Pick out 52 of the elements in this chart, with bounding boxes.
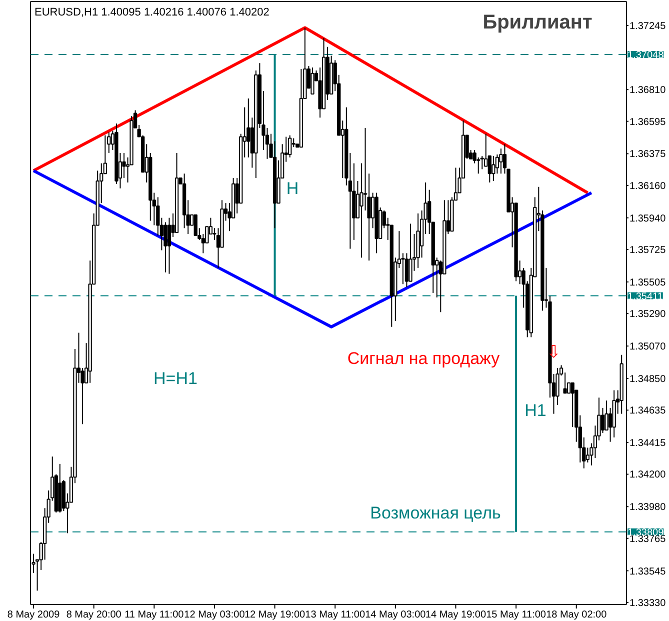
candlestick	[164, 222, 168, 273]
y-tick-label: 1.34200	[630, 470, 666, 481]
candlestick	[499, 148, 503, 174]
candlestick	[288, 134, 292, 158]
y-tick-label: 1.34850	[630, 374, 666, 385]
candlestick	[194, 214, 198, 236]
candlestick	[570, 382, 574, 428]
candlestick	[476, 156, 480, 174]
x-tick-label: 11 May 11:00	[124, 610, 184, 620]
x-tick-label: 18 May 02:00	[546, 610, 608, 620]
candlestick	[167, 217, 172, 274]
x-tick-label: 8 May 2009	[7, 610, 60, 620]
x-tick-label: 13 May 11:00	[305, 610, 366, 620]
annotation: EURUSD,H1 1.40095 1.40216 1.40076 1.40202	[34, 6, 270, 18]
x-tick-label: 14 May 03:00	[365, 610, 426, 620]
candlestick	[404, 252, 409, 288]
x-tick-label: 14 May 19:00	[425, 610, 486, 620]
y-tick-label: 1.36810	[630, 85, 666, 96]
candlestick	[122, 152, 126, 179]
ref-line-label: 1.37048	[628, 50, 664, 62]
x-tick-label: 12 May 19:00	[244, 610, 306, 620]
candlestick	[310, 67, 314, 95]
y-tick-label: 1.36160	[630, 180, 666, 192]
annotation: H1	[524, 401, 546, 420]
candlestick	[586, 447, 590, 463]
candlestick	[408, 223, 412, 282]
y-tick-label: 1.35290	[630, 309, 666, 320]
y-tick-label: 1.35940	[630, 213, 666, 224]
annotation: Сигнал на продажу	[347, 349, 500, 368]
annotation: Возможная цель	[370, 503, 501, 522]
candlestick	[492, 155, 496, 182]
x-tick-label: 8 May 20:00	[66, 610, 122, 620]
y-tick-label: 1.35505	[630, 277, 666, 288]
x-tick-label: 15 May 11:00	[486, 610, 546, 620]
y-tick-label: 1.34415	[630, 438, 666, 450]
text: Бриллиант	[482, 12, 592, 34]
y-tick-label: 1.33330	[630, 598, 666, 609]
y-tick-label: 1.35070	[630, 342, 666, 353]
y-tick-label: 1.33980	[630, 502, 666, 514]
candlestick	[246, 98, 250, 158]
y-tick-label: 1.37245	[630, 21, 666, 32]
x-tick-label: 12 May 03:00	[184, 610, 246, 620]
y-tick-label: 1.34635	[630, 406, 666, 417]
y-tick-label: 1.35725	[630, 245, 666, 256]
annotation: H=H1	[154, 369, 198, 388]
ref-line-label: 1.35411	[628, 291, 664, 302]
candlestick	[600, 407, 605, 434]
y-tick-label: 1.36595	[630, 116, 666, 128]
annotation: H	[286, 179, 299, 198]
candlestick	[401, 252, 405, 285]
y-tick-label: 1.33545	[630, 566, 666, 578]
y-tick-label: 1.36375	[630, 149, 666, 160]
